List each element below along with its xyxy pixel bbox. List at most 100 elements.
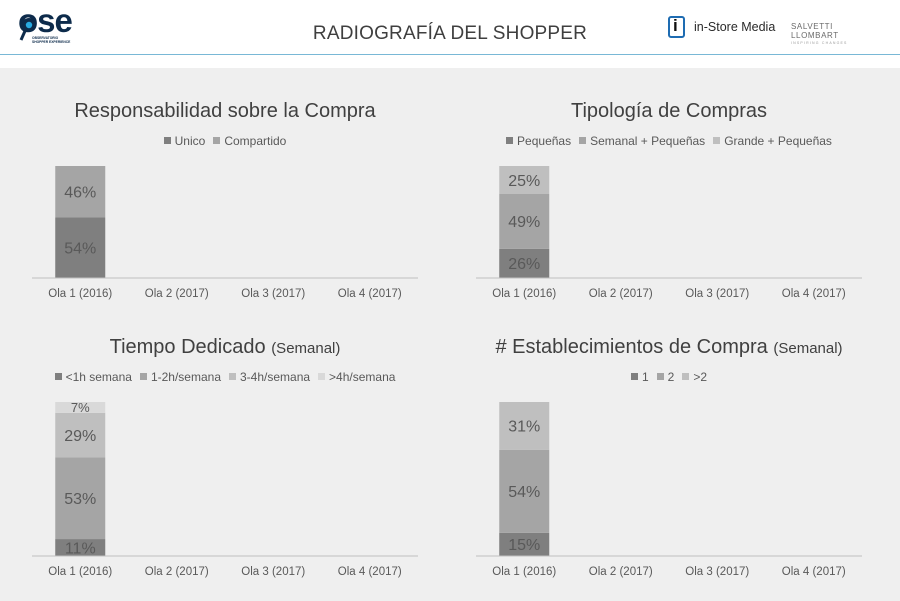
legend-item: Unico bbox=[163, 134, 206, 148]
legend-swatch bbox=[54, 373, 62, 380]
chart-title-suffix: (Semanal) bbox=[773, 340, 843, 357]
legend-swatch bbox=[656, 373, 664, 380]
legend-item: Grande + Pequeñas bbox=[713, 134, 832, 148]
x-tick-label: Ola 3 (2017) bbox=[685, 566, 749, 578]
x-tick-label: Ola 1 (2016) bbox=[48, 566, 112, 578]
bar-2 bbox=[499, 402, 550, 450]
legend-swatch bbox=[139, 373, 147, 380]
x-tick-label: Ola 2 (2017) bbox=[145, 566, 209, 578]
data-label: 11% bbox=[65, 540, 96, 557]
data-label: 31% bbox=[508, 419, 540, 436]
legend-item: <1h semana bbox=[54, 370, 132, 384]
chart-title-text: Tipología de Compras bbox=[570, 100, 768, 122]
data-label: 15% bbox=[508, 537, 540, 554]
chart-title-text: Responsabilidad sobre la Compra bbox=[74, 100, 376, 122]
legend-label: 1 bbox=[641, 370, 649, 384]
chart-title: Tiempo Dedicado (Semanal) bbox=[20, 336, 430, 359]
chart-establecimientos: # Establecimientos de Compra (Semanal) 1… bbox=[464, 334, 874, 584]
legend-item: >2 bbox=[682, 370, 707, 384]
x-tick-label: Ola 2 (2017) bbox=[589, 288, 653, 300]
magnifier-handle bbox=[19, 30, 27, 41]
salvetti-llombart-tagline: INSPIRING CHANGES bbox=[791, 41, 848, 45]
x-tick-label: Ola 3 (2017) bbox=[241, 566, 305, 578]
bar-1 bbox=[499, 532, 550, 556]
data-label: 46% bbox=[64, 185, 96, 202]
bar-2 bbox=[499, 449, 550, 533]
legend-label: >4h/semana bbox=[329, 370, 396, 384]
chart-title-text: # Establecimientos de Compra bbox=[495, 336, 768, 358]
magnifier-icon bbox=[19, 18, 36, 41]
page-title: RADIOGRAFÍA DEL SHOPPER bbox=[312, 23, 588, 44]
chart-legend: <1h semana 1-2h/semana 3-4h/semana >4h/sema… bbox=[20, 370, 430, 384]
chart-title-suffix: (Semanal) bbox=[271, 340, 341, 357]
legend-swatch bbox=[579, 137, 587, 144]
header-bar: ose OBSERVATORIO SHOPPER EXPERIENCE RADI… bbox=[0, 0, 900, 55]
bar-1h-semana bbox=[55, 539, 106, 556]
data-label: 53% bbox=[64, 491, 96, 508]
legend-label: <1h semana bbox=[65, 370, 132, 384]
legend-item: 1 bbox=[630, 370, 649, 384]
legend-item: 2 bbox=[656, 370, 675, 384]
chart-legend: 1 2 >2 bbox=[464, 370, 874, 384]
x-tick-label: Ola 3 (2017) bbox=[685, 288, 749, 300]
chart-plot: 26% 49% 25% Ola 1 (2016) Ola 2 (2017) Ola 3 (… bbox=[476, 166, 862, 300]
salvetti-llombart-logo: SALVETTI LLOMBART INSPIRING CHANGES bbox=[791, 22, 881, 45]
bar-unico bbox=[55, 217, 106, 278]
legend-item: Compartido bbox=[213, 134, 286, 148]
legend-label: 3-4h/semana bbox=[240, 370, 311, 384]
legend-label: Grande + Pequeñas bbox=[724, 134, 832, 148]
legend-swatch bbox=[318, 373, 326, 380]
ose-logo: ose OBSERVATORIO SHOPPER EXPERIENCE bbox=[18, 2, 82, 48]
data-label: 49% bbox=[508, 214, 540, 231]
instore-media-logo: i in-Store Media bbox=[666, 14, 776, 42]
chart-tiempo-dedicado: Tiempo Dedicado (Semanal) <1h semana 1-2h… bbox=[20, 334, 430, 584]
legend-label: Unico bbox=[174, 134, 206, 148]
charts-area: Responsabilidad sobre la Compra Unico Com… bbox=[0, 68, 900, 601]
bar-1-2h-semana bbox=[55, 457, 106, 540]
legend-label: 1-2h/semana bbox=[150, 370, 221, 384]
legend-item: >4h/semana bbox=[318, 370, 395, 384]
chart-responsabilidad: Responsabilidad sobre la Compra Unico Com… bbox=[20, 98, 430, 308]
instore-mark: i bbox=[673, 16, 678, 35]
legend-swatch bbox=[163, 137, 171, 144]
legend-label: 2 bbox=[667, 370, 675, 384]
x-tick-label: Ola 1 (2016) bbox=[492, 288, 556, 300]
chart-legend: Pequeñas Semanal + Pequeñas Grande + Peque… bbox=[464, 134, 874, 148]
legend-swatch bbox=[682, 373, 690, 380]
bar-peque-as bbox=[499, 248, 550, 278]
bar-4h-semana bbox=[55, 402, 106, 413]
data-label: 25% bbox=[508, 173, 540, 190]
bar-grande-peque-as bbox=[499, 166, 550, 194]
x-tick-label: Ola 4 (2017) bbox=[338, 288, 402, 300]
x-tick-label: Ola 2 (2017) bbox=[145, 288, 209, 300]
legend-label: Pequeñas bbox=[517, 134, 572, 148]
x-tick-label: Ola 1 (2016) bbox=[492, 566, 556, 578]
magnifier-lens-center bbox=[25, 21, 33, 29]
legend-label: Semanal + Pequeñas bbox=[590, 134, 706, 148]
legend-swatch bbox=[213, 137, 221, 144]
chart-legend: Unico Compartido bbox=[20, 134, 430, 148]
chart-title-text: Tiempo Dedicado bbox=[109, 336, 266, 358]
bar-semanal-peque-as bbox=[499, 194, 550, 249]
data-label: 54% bbox=[64, 241, 96, 258]
bar-3-4h-semana bbox=[55, 412, 106, 458]
info-icon: i bbox=[668, 16, 685, 38]
chart-plot: 15% 54% 31% Ola 1 (2016) Ola 2 (2017) Ola 3 (… bbox=[476, 402, 862, 578]
bar-compartido bbox=[55, 166, 106, 218]
legend-swatch bbox=[630, 373, 638, 380]
salvetti-llombart-text: SALVETTI LLOMBART bbox=[791, 22, 839, 40]
x-tick-label: Ola 4 (2017) bbox=[782, 566, 846, 578]
ose-logo-tagline: OBSERVATORIO SHOPPER EXPERIENCE bbox=[32, 36, 71, 44]
legend-item: Pequeñas bbox=[506, 134, 571, 148]
legend-label: >2 bbox=[693, 370, 708, 384]
legend-item: 1-2h/semana bbox=[139, 370, 221, 384]
legend-swatch bbox=[506, 137, 514, 144]
data-label: 7% bbox=[71, 400, 90, 415]
legend-swatch bbox=[229, 373, 236, 380]
chart-tipologia: Tipología de Compras Pequeñas Semanal + P… bbox=[464, 98, 874, 308]
data-label: 26% bbox=[508, 256, 540, 273]
legend-label: Compartido bbox=[224, 134, 287, 148]
data-label: 54% bbox=[508, 484, 540, 501]
x-tick-label: Ola 2 (2017) bbox=[589, 566, 653, 578]
legend-swatch bbox=[713, 137, 721, 144]
